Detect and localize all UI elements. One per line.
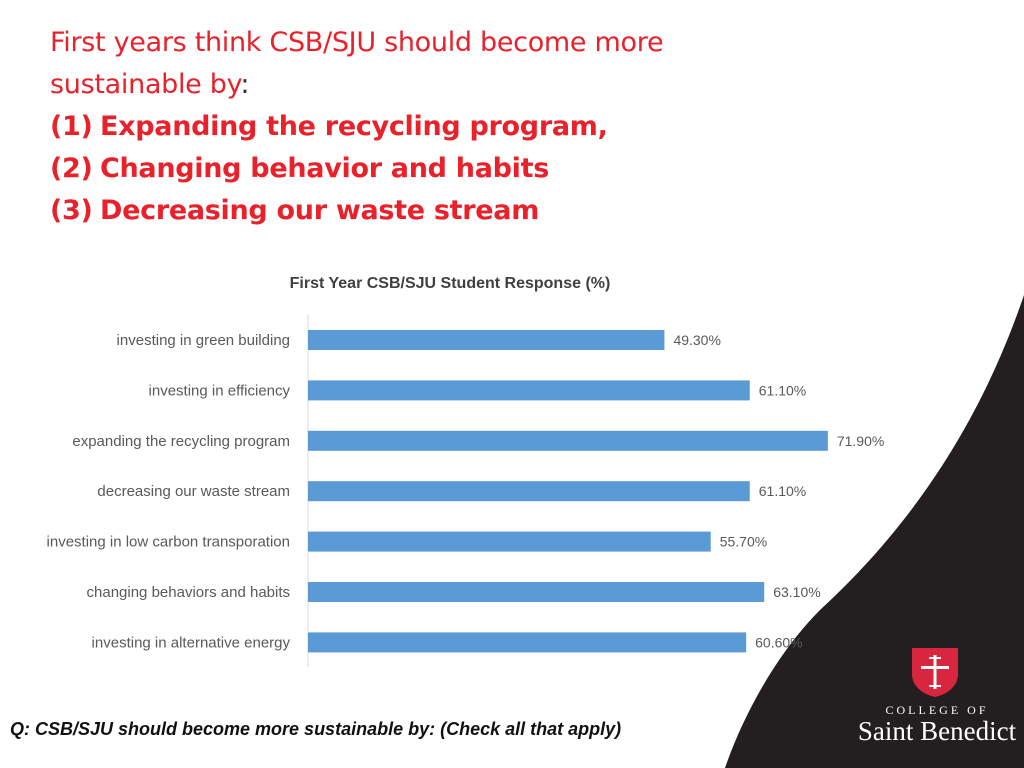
point-text: Decreasing our waste stream: [100, 195, 540, 226]
chart-title: First Year CSB/SJU Student Response (%): [289, 275, 611, 292]
data-label: 71.90%: [837, 433, 884, 449]
category-label: decreasing our waste stream: [97, 483, 290, 500]
category-label: investing in green building: [117, 332, 290, 349]
bar: [308, 632, 747, 653]
category-label: investing in efficiency: [149, 382, 291, 399]
title-line-2: sustainable by:: [50, 64, 770, 106]
data-label: 55.70%: [720, 534, 767, 550]
title-point-3: (3) Decreasing our waste stream: [50, 190, 770, 232]
category-label: changing behaviors and habits: [87, 584, 290, 601]
shield-cross-icon: [912, 648, 958, 697]
bar: [308, 330, 665, 350]
bar: [308, 481, 750, 502]
data-label: 49.30%: [673, 332, 720, 348]
data-label: 60.60%: [755, 634, 802, 650]
bar: [308, 380, 750, 401]
point-number: (2): [50, 153, 93, 184]
category-label: expanding the recycling program: [72, 433, 290, 450]
slide-title: First years think CSB/SJU should become …: [50, 22, 770, 232]
category-label: investing in low carbon transporation: [47, 534, 290, 551]
category-label: investing in alternative energy: [92, 634, 291, 651]
point-number: (1): [50, 111, 93, 142]
data-label: 61.10%: [759, 483, 806, 499]
title-colon: :: [240, 69, 250, 100]
point-text: Expanding the recycling program,: [100, 111, 608, 142]
data-label: 61.10%: [759, 382, 806, 398]
title-line-1: First years think CSB/SJU should become …: [50, 27, 664, 58]
bar: [308, 582, 765, 602]
title-point-2: (2) Changing behavior and habits: [50, 148, 770, 190]
logo-college-of: COLLEGE OF: [885, 703, 989, 717]
title-point-1: (1) Expanding the recycling program,: [50, 106, 770, 148]
logo-saint-benedict: Saint Benedict: [857, 716, 1017, 746]
bar: [308, 531, 711, 552]
point-text: Changing behavior and habits: [100, 153, 549, 184]
question-footnote: Q: CSB/SJU should become more sustainabl…: [10, 719, 622, 739]
point-number: (3): [50, 195, 93, 226]
title-line-2-text: sustainable by: [50, 69, 241, 100]
data-label: 63.10%: [773, 584, 820, 600]
bar: [308, 430, 828, 451]
